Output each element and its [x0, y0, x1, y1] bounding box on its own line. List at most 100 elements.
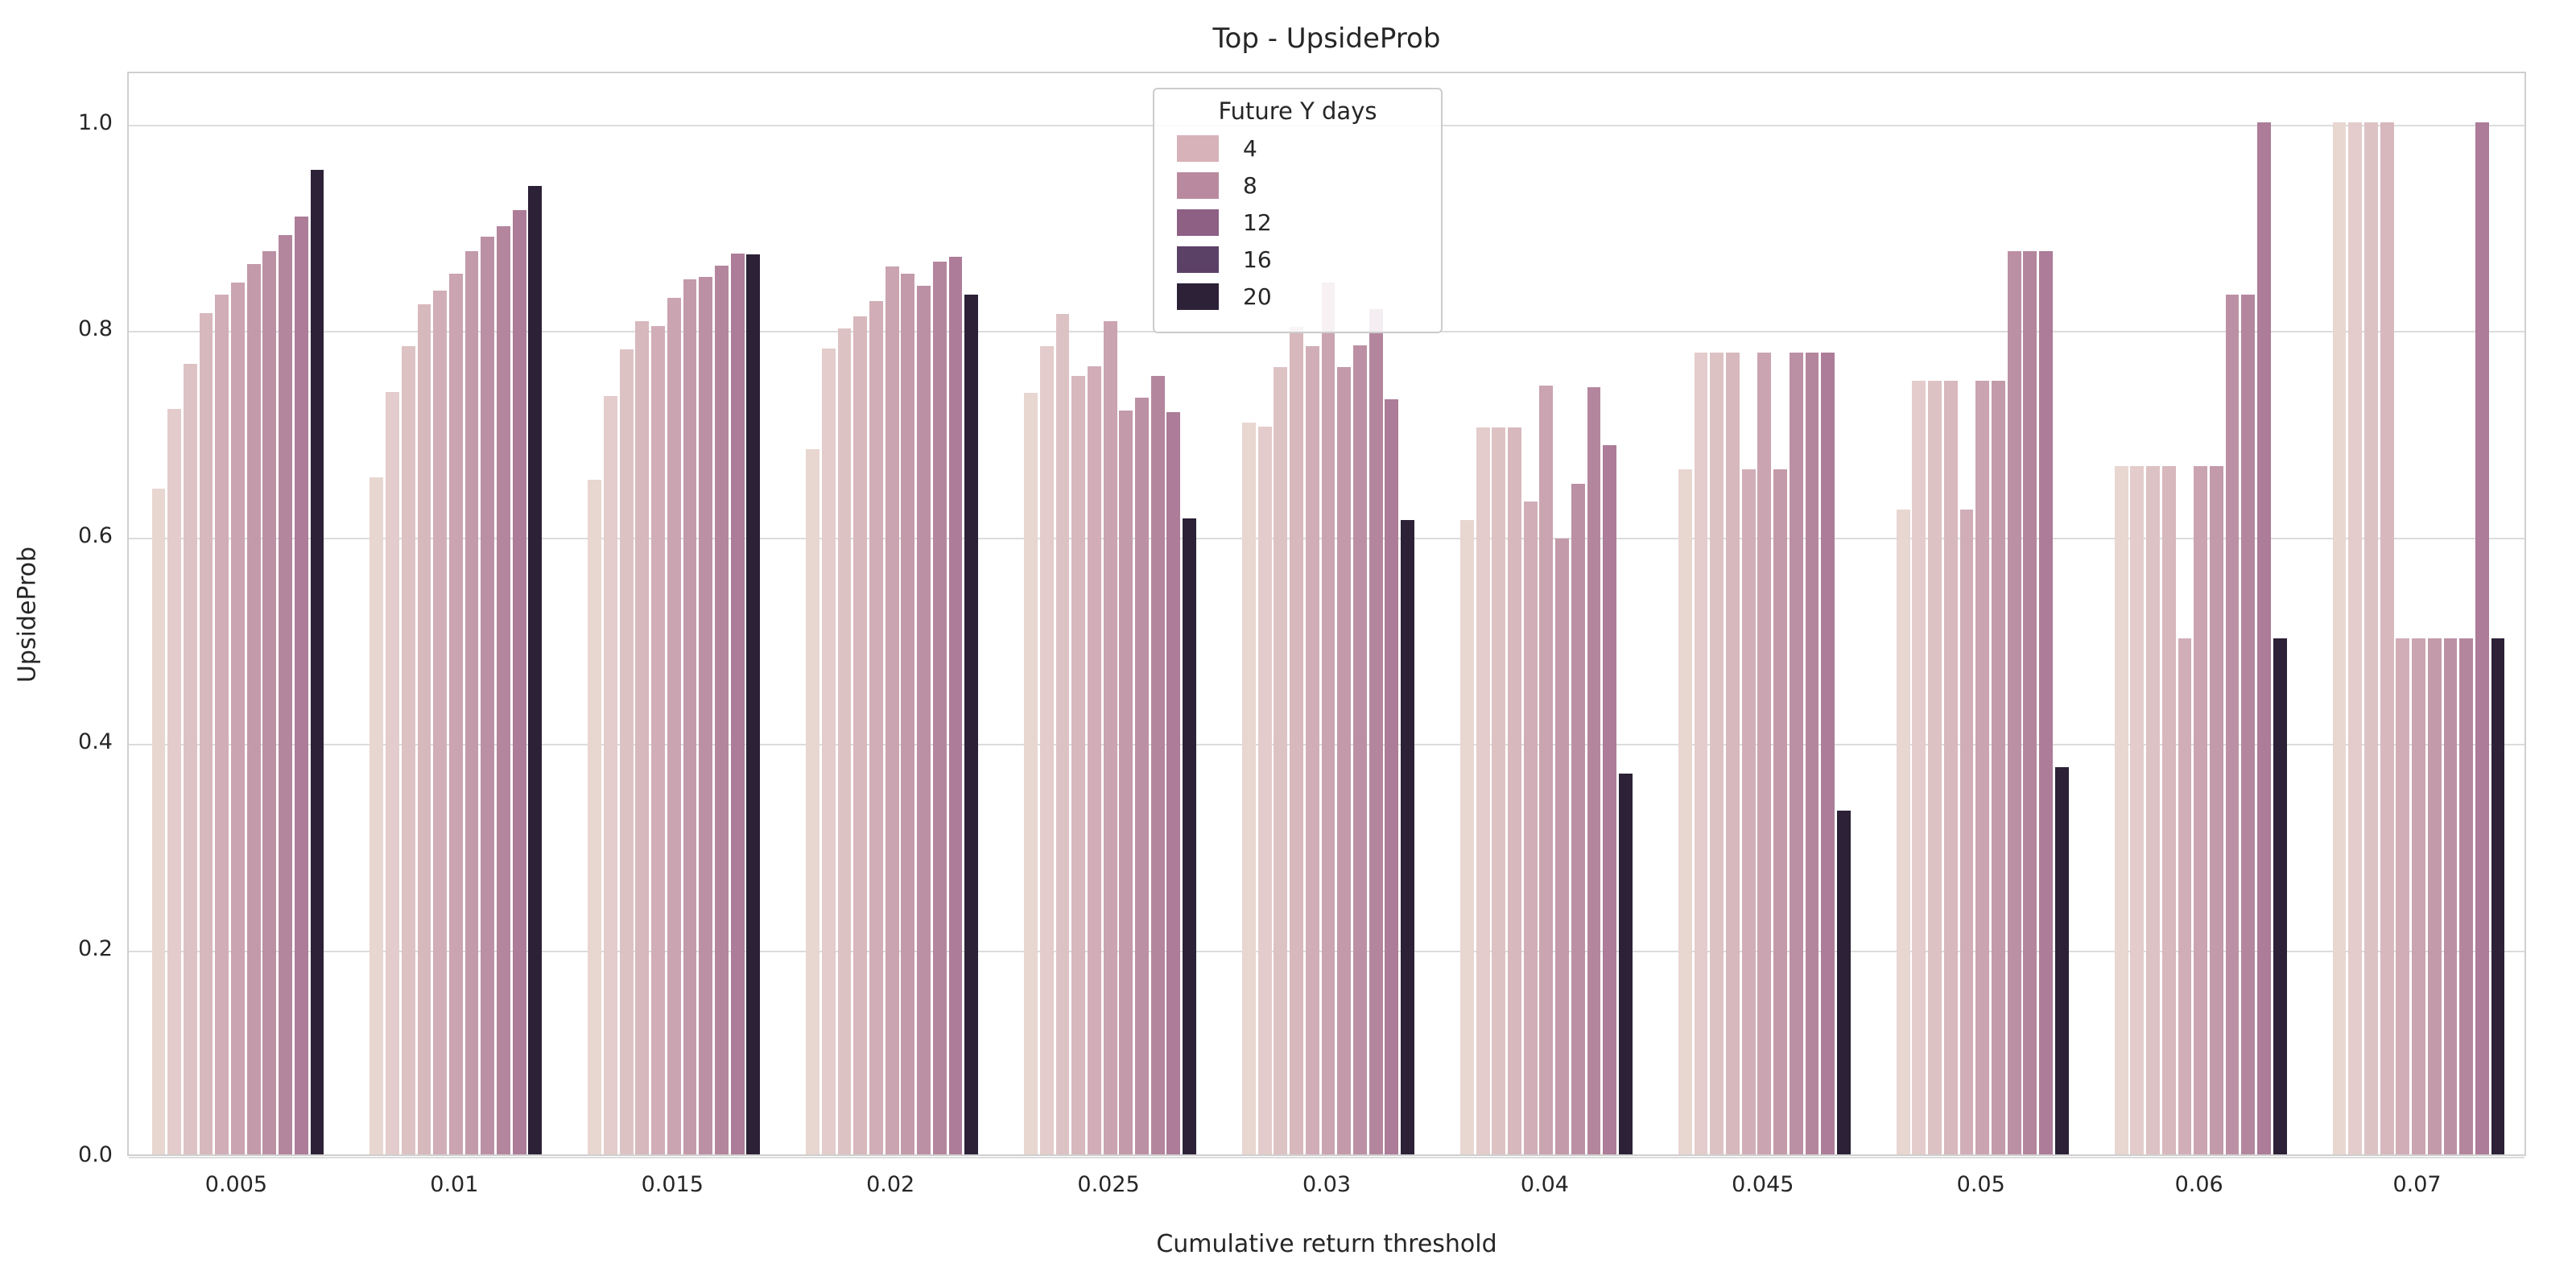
bar — [1959, 509, 1974, 1154]
bar — [1166, 412, 1181, 1154]
bar — [853, 316, 868, 1154]
bar — [183, 364, 197, 1154]
legend-item: 4 — [1177, 135, 1418, 162]
bar — [1257, 427, 1272, 1154]
bar — [932, 262, 947, 1154]
bar — [730, 253, 745, 1154]
bar — [1757, 352, 1772, 1154]
bar — [279, 234, 292, 1154]
bar — [2475, 122, 2489, 1154]
bar — [1385, 398, 1399, 1154]
bar — [1305, 346, 1319, 1154]
bar — [635, 321, 650, 1154]
bar — [2023, 251, 2037, 1154]
bar-group — [587, 73, 762, 1154]
legend-title: Future Y days — [1218, 97, 1377, 125]
legend-swatch — [1177, 209, 1219, 236]
y-tick-label: 0.2 — [78, 935, 113, 961]
legend-item: 16 — [1177, 246, 1418, 273]
legend-label: 16 — [1243, 246, 1272, 273]
x-tick-label: 0.045 — [1732, 1172, 1794, 1197]
bar — [215, 295, 229, 1154]
bar — [1055, 314, 1070, 1154]
bar — [1119, 410, 1133, 1154]
bar — [619, 349, 634, 1154]
bar — [199, 313, 213, 1154]
gridline — [129, 1157, 2524, 1158]
bar — [151, 489, 166, 1154]
x-tick-label: 0.01 — [430, 1172, 479, 1197]
bar — [231, 282, 245, 1154]
bar — [386, 391, 399, 1154]
bar — [294, 216, 308, 1154]
bar — [1603, 445, 1617, 1154]
x-tick-label: 0.02 — [866, 1172, 915, 1197]
bar — [1337, 366, 1352, 1154]
bar-group — [2331, 73, 2506, 1154]
bar — [2130, 465, 2145, 1154]
bar — [699, 277, 713, 1154]
y-axis-label: UpsideProb — [13, 546, 42, 683]
bar — [167, 409, 182, 1154]
bar — [2161, 465, 2176, 1154]
bar — [1135, 398, 1149, 1154]
bar — [1836, 811, 1851, 1154]
bar — [433, 290, 448, 1154]
bar — [2257, 122, 2271, 1154]
bar — [2194, 465, 2208, 1154]
bar — [1555, 538, 1570, 1154]
legend-swatch — [1177, 246, 1219, 273]
bar — [667, 297, 681, 1154]
bar — [1618, 773, 1633, 1154]
bar — [464, 251, 479, 1154]
bar — [1805, 352, 1819, 1154]
bar — [2396, 638, 2410, 1154]
bar — [1024, 392, 1038, 1154]
bar — [512, 209, 526, 1154]
bar — [1274, 366, 1288, 1154]
bar — [2364, 122, 2378, 1154]
bar — [2178, 638, 2192, 1154]
x-tick-label: 0.03 — [1302, 1172, 1352, 1197]
bar — [2114, 465, 2128, 1154]
x-tick-label: 0.07 — [2392, 1172, 2442, 1197]
bar — [1150, 376, 1165, 1154]
bar — [964, 295, 979, 1154]
bar — [1896, 509, 1910, 1154]
bar — [1571, 483, 1585, 1154]
bar-group — [1895, 73, 2070, 1154]
legend-swatch — [1177, 172, 1219, 199]
bar — [746, 254, 761, 1154]
bar — [1039, 346, 1054, 1154]
plot-area: Future Y days 4 8 12 16 20 — [127, 72, 2526, 1158]
legend-swatch — [1177, 283, 1219, 310]
bar — [1368, 309, 1383, 1154]
bar — [401, 346, 415, 1154]
bar-group — [1677, 73, 1852, 1154]
bar — [2054, 767, 2069, 1154]
bar — [2225, 295, 2240, 1154]
y-tick-label: 1.0 — [78, 109, 113, 135]
legend-label: 4 — [1243, 135, 1257, 162]
bar — [2007, 251, 2021, 1154]
bar — [885, 266, 899, 1154]
bar — [1694, 352, 1708, 1154]
bar — [2380, 122, 2394, 1154]
bar — [1476, 427, 1490, 1154]
bar — [948, 256, 963, 1154]
bar — [528, 186, 543, 1154]
bar — [2146, 465, 2160, 1154]
x-tick-label: 0.015 — [641, 1172, 704, 1197]
legend-item: 8 — [1177, 172, 1418, 199]
y-tick-label: 0.8 — [78, 316, 113, 342]
bar — [837, 328, 852, 1154]
bar — [1321, 282, 1335, 1154]
bar-group — [2113, 73, 2288, 1154]
legend-item: 20 — [1177, 283, 1418, 310]
bar — [1087, 365, 1101, 1154]
bar — [2332, 122, 2347, 1154]
bar — [246, 263, 261, 1154]
chart-title: Top - UpsideProb — [1212, 23, 1441, 55]
y-tick-label: 0.4 — [78, 729, 113, 755]
